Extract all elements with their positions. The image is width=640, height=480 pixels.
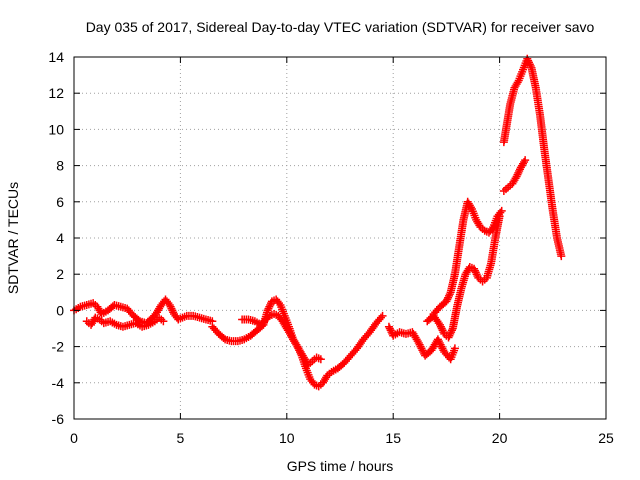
y-tick-label: 4 — [56, 230, 64, 246]
data-point — [447, 328, 456, 337]
data-point — [446, 329, 455, 338]
data-point — [514, 168, 523, 177]
plot-area-border — [73, 56, 607, 420]
data-point — [437, 342, 446, 351]
data-point — [260, 317, 269, 326]
y-tick-label: 14 — [48, 49, 64, 65]
data-point — [264, 304, 273, 313]
data-point — [513, 78, 522, 87]
x-tick-label: 15 — [385, 430, 401, 446]
y-tick-label: 2 — [56, 266, 64, 282]
data-point — [513, 170, 522, 179]
chart-title: Day 035 of 2017, Sidereal Day-to-day VTE… — [86, 19, 595, 35]
data-point — [443, 295, 452, 304]
grid — [74, 57, 606, 419]
data-point — [472, 270, 481, 279]
y-tick-label: -6 — [52, 411, 65, 427]
data-point — [471, 268, 480, 277]
data-point — [466, 203, 475, 212]
series-segment-i — [499, 54, 566, 261]
data-point — [524, 58, 533, 67]
y-tick-label: 8 — [56, 158, 64, 174]
data-point — [435, 338, 444, 347]
series-segment-a — [70, 295, 217, 328]
data-point — [557, 252, 566, 261]
data-point — [263, 306, 272, 315]
data-point — [265, 302, 274, 311]
y-tick-label: 10 — [48, 121, 64, 137]
data-point — [470, 264, 479, 273]
x-tick-label: 5 — [177, 430, 185, 446]
data-point — [415, 340, 424, 349]
data-point — [165, 300, 174, 309]
series-segment-e — [384, 322, 459, 364]
data-point — [445, 331, 454, 340]
data-point — [416, 342, 425, 351]
axis-ticks: 0 5 10 15 20 25 -6 -4 -2 0 2 4 6 8 10 12 14 — [48, 49, 614, 446]
y-tick-label: -2 — [52, 339, 65, 355]
data-point — [418, 346, 427, 355]
data-point — [512, 172, 521, 181]
data-point — [376, 313, 385, 322]
data-point — [444, 291, 453, 300]
data-point — [447, 326, 456, 335]
x-tick-label: 10 — [279, 430, 295, 446]
data-point — [436, 340, 445, 349]
data-point — [385, 324, 394, 333]
data-point — [520, 157, 529, 166]
data-point — [438, 326, 447, 335]
data-point — [496, 208, 505, 217]
data-point — [516, 165, 525, 174]
data-point — [437, 324, 446, 333]
data-point — [445, 290, 454, 299]
x-tick-label: 25 — [598, 430, 614, 446]
data-point — [436, 320, 445, 329]
y-tick-label: -4 — [52, 375, 65, 391]
data-point — [434, 337, 443, 346]
series-segment-g — [429, 197, 506, 319]
data-point — [521, 156, 530, 165]
data-point — [444, 333, 453, 342]
series-segment-h — [499, 156, 530, 195]
x-axis-title: GPS time / hours — [287, 458, 394, 474]
data-point — [526, 62, 535, 71]
y-tick-label: 6 — [56, 194, 64, 210]
data-point — [511, 174, 520, 183]
y-axis-title: SDTVAR / TECUs — [5, 182, 21, 294]
data-point — [450, 344, 459, 353]
data-point — [470, 266, 479, 275]
data-point — [384, 322, 393, 331]
data-points — [70, 54, 566, 391]
x-tick-label: 20 — [492, 430, 508, 446]
data-point — [417, 344, 426, 353]
data-point — [523, 54, 532, 63]
y-tick-label: 12 — [48, 85, 64, 101]
data-point — [433, 335, 442, 344]
data-point — [442, 297, 451, 306]
x-tick-label: 0 — [70, 430, 78, 446]
data-point — [316, 355, 325, 364]
series-segment-d — [238, 310, 325, 369]
data-point — [525, 60, 534, 69]
data-point — [515, 167, 524, 176]
data-point — [438, 344, 447, 353]
data-point — [266, 300, 275, 309]
data-point — [166, 302, 175, 311]
data-point — [497, 206, 506, 215]
data-point — [386, 326, 395, 335]
data-point — [159, 317, 168, 326]
data-point — [436, 322, 445, 331]
y-tick-label: 0 — [56, 302, 64, 318]
data-point — [444, 293, 453, 302]
data-point — [168, 306, 177, 315]
data-point — [524, 56, 533, 65]
series-segment-b — [82, 313, 168, 331]
data-point — [167, 304, 176, 313]
data-point — [378, 311, 387, 320]
data-point — [414, 338, 423, 347]
